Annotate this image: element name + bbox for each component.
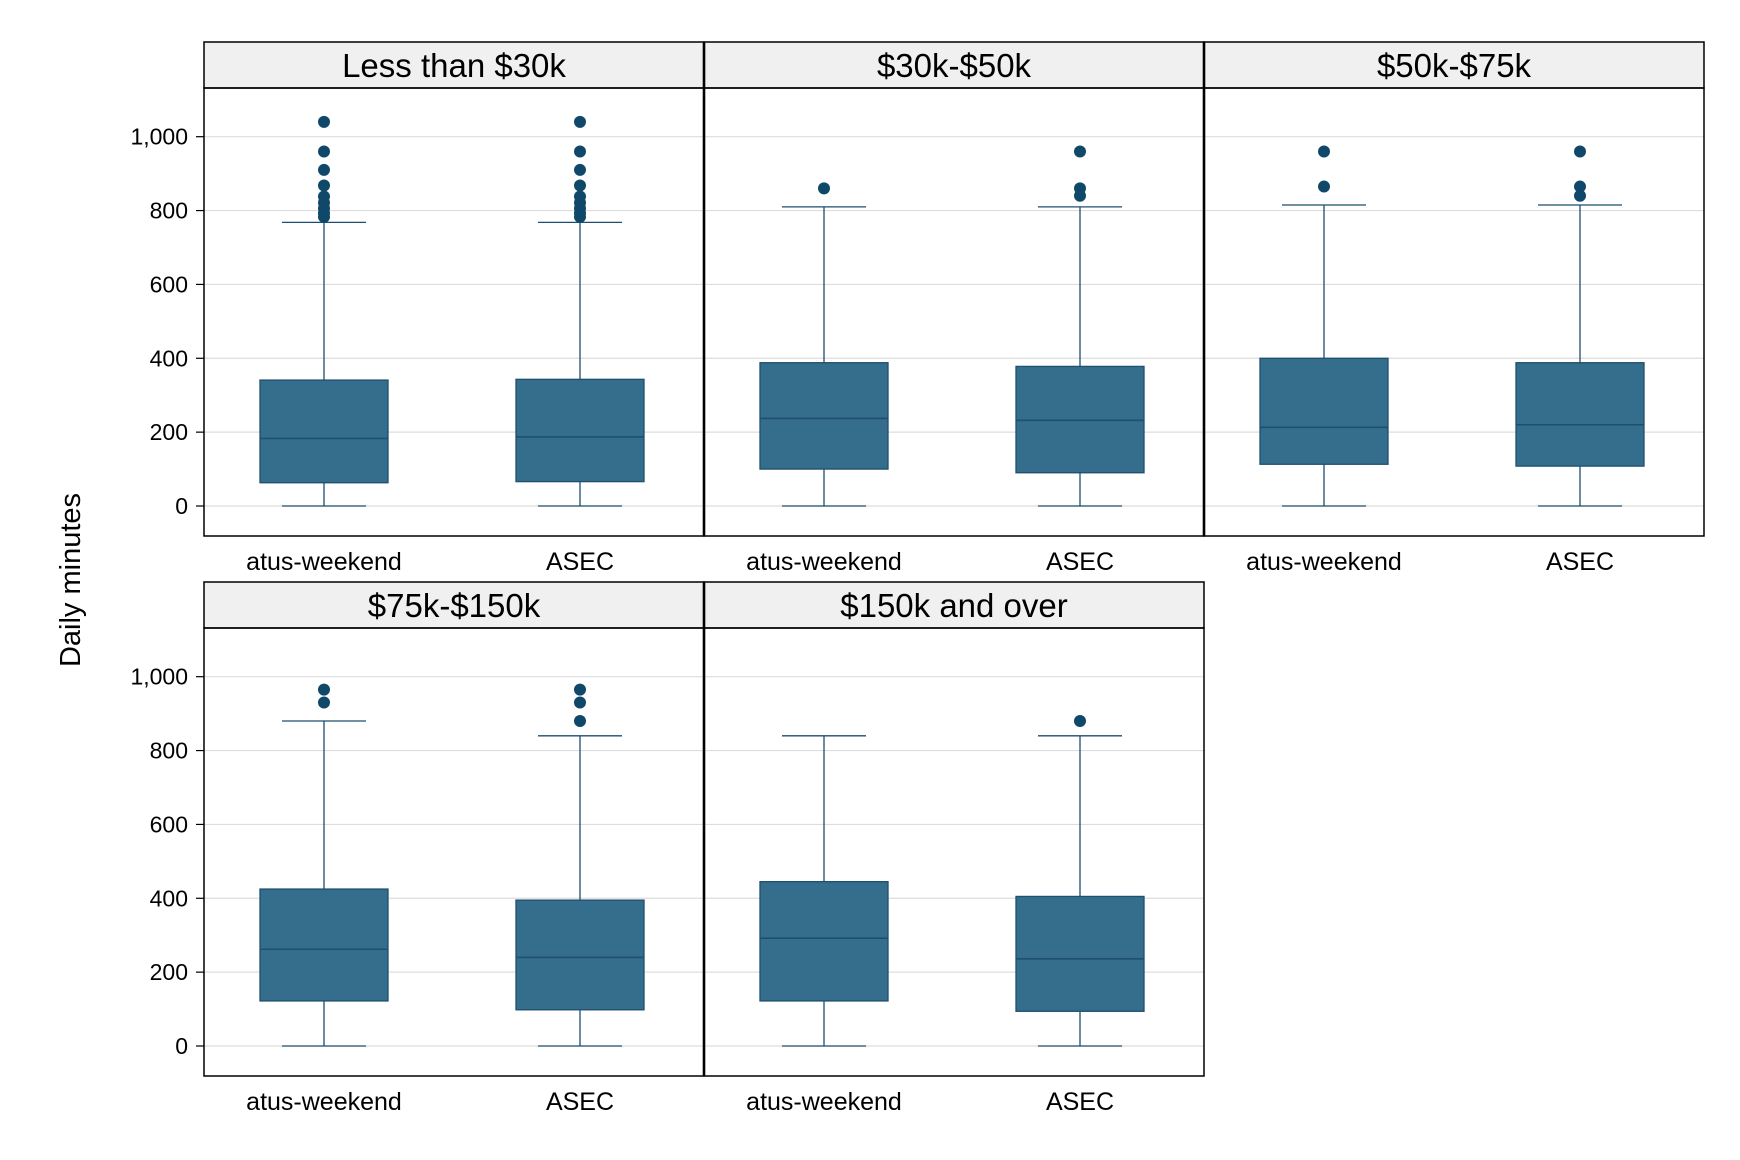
outlier-point [318, 696, 330, 709]
outlier-point [1574, 189, 1586, 202]
y-tick-label: 600 [150, 811, 188, 837]
panel-30k-50k: $30k-$50k atus-weekend ASEC [703, 41, 1205, 576]
x-category-label: ASEC [546, 1088, 614, 1116]
iqr-box [515, 378, 645, 483]
x-category-label: ASEC [1046, 548, 1114, 576]
strip-title: $30k-$50k [877, 47, 1032, 84]
outlier-point [574, 145, 586, 158]
strip-title: $150k and over [840, 587, 1068, 624]
outlier-point [1574, 180, 1586, 193]
outlier-point [574, 190, 586, 203]
outlier-point [574, 163, 586, 176]
outlier-point [318, 190, 330, 203]
box-asec [1015, 715, 1145, 1047]
y-tick-label: 0 [175, 493, 188, 519]
box-atus-weekend [259, 683, 389, 1047]
y-tick-label: 800 [150, 198, 188, 224]
iqr-box [259, 888, 389, 1002]
panel-less-than-30k: Less than $30k 0 200 400 600 800 1,000 atus-wee… [130, 41, 705, 576]
box-atus-weekend [759, 735, 889, 1047]
x-category-label: atus-weekend [246, 1088, 402, 1116]
outlier-point [574, 115, 586, 128]
y-tick-label: 800 [150, 738, 188, 764]
panels-layer: Less than $30k 0 200 400 600 800 1,000 atus-wee… [130, 41, 1705, 1116]
outlier-point [1318, 145, 1330, 158]
iqr-box [759, 362, 889, 470]
y-tick-label: 0 [175, 1033, 188, 1059]
panel-75k-150k: $75k-$150k 0 200 400 600 800 1,000 atus-weekend… [130, 581, 705, 1116]
x-category-label: ASEC [1546, 548, 1614, 576]
outlier-point [574, 683, 586, 696]
strip-header [1203, 41, 1705, 89]
box-atus-weekend [1259, 145, 1389, 507]
plot-frame [1203, 87, 1705, 537]
outlier-point [318, 115, 330, 128]
outlier-point [574, 179, 586, 192]
box-asec [1015, 145, 1145, 507]
outlier-point [1074, 182, 1086, 195]
y-tick-label: 1,000 [130, 664, 188, 690]
x-category-label: atus-weekend [746, 1088, 902, 1116]
iqr-box [1259, 357, 1389, 465]
box-atus-weekend [259, 115, 389, 507]
outlier-point [1074, 145, 1086, 158]
strip-title: $50k-$75k [1377, 47, 1532, 84]
x-category-label: atus-weekend [246, 548, 402, 576]
strip-title: $75k-$150k [368, 587, 541, 624]
strip-header [203, 41, 705, 89]
outlier-point [318, 179, 330, 192]
x-category-label: ASEC [546, 548, 614, 576]
x-category-label: ASEC [1046, 1088, 1114, 1116]
outlier-point [1574, 145, 1586, 158]
outlier-point [818, 182, 830, 195]
outlier-point [574, 696, 586, 709]
y-axis-label: Daily minutes [55, 493, 87, 667]
outlier-point [1074, 715, 1086, 728]
iqr-box [1015, 895, 1145, 1012]
box-atus-weekend [759, 182, 889, 507]
y-tick-label: 400 [150, 885, 188, 911]
x-category-label: atus-weekend [746, 548, 902, 576]
box-asec [515, 683, 645, 1047]
box-asec [1515, 145, 1645, 507]
iqr-box [1515, 362, 1645, 467]
outlier-point [574, 715, 586, 728]
strip-title: Less than $30k [342, 47, 566, 84]
panel-150k-and-over: $150k and over atus-weekend ASEC [703, 581, 1205, 1116]
outlier-point [1318, 180, 1330, 193]
box-asec [515, 115, 645, 507]
outlier-point [318, 145, 330, 158]
y-tick-label: 200 [150, 959, 188, 985]
iqr-box [259, 379, 389, 484]
y-tick-label: 200 [150, 419, 188, 445]
iqr-box [759, 881, 889, 1002]
y-tick-label: 400 [150, 345, 188, 371]
panel-50k-75k: $50k-$75k atus-weekend ASEC [1203, 41, 1705, 576]
x-category-label: atus-weekend [1246, 548, 1402, 576]
y-tick-label: 1,000 [130, 124, 188, 150]
iqr-box [515, 899, 645, 1011]
outlier-point [318, 163, 330, 176]
y-tick-label: 600 [150, 271, 188, 297]
outlier-point [318, 683, 330, 696]
